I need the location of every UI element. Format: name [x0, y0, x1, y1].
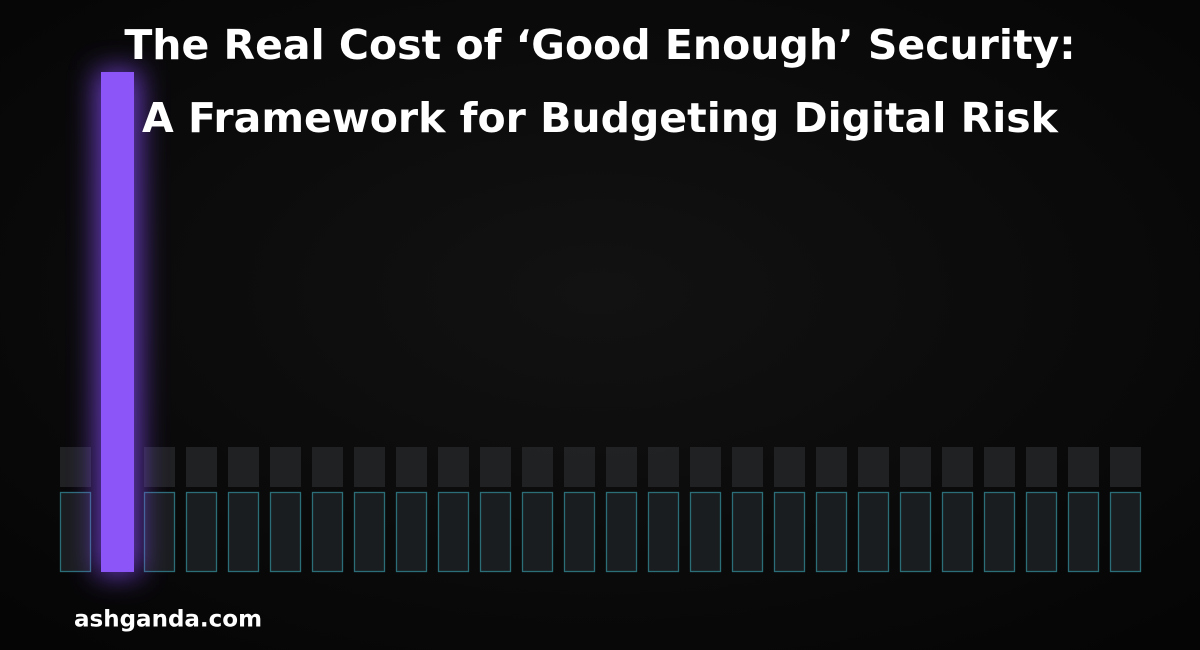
column-cap: [60, 447, 91, 487]
column-cap: [1110, 447, 1141, 487]
column-cell: [227, 491, 260, 573]
column-cell: [605, 491, 638, 573]
column-cell: [563, 491, 596, 573]
column-cap: [942, 447, 973, 487]
highlight-bar: [101, 72, 134, 572]
column-cell: [353, 491, 386, 573]
column-cap: [480, 447, 511, 487]
column-cell: [731, 491, 764, 573]
column-cap: [354, 447, 385, 487]
column-cell: [143, 491, 176, 573]
column-cell: [269, 491, 302, 573]
site-name: ashganda.com: [74, 607, 262, 633]
column-cap: [396, 447, 427, 487]
column-cell: [689, 491, 722, 573]
column-cell: [437, 491, 470, 573]
column-cell: [815, 491, 848, 573]
column-cap: [648, 447, 679, 487]
column-cell: [1025, 491, 1058, 573]
column-cap: [228, 447, 259, 487]
column-cell: [521, 491, 554, 573]
column-cell: [1067, 491, 1100, 573]
column-cap: [186, 447, 217, 487]
column-cap: [522, 447, 553, 487]
column-cap: [984, 447, 1015, 487]
column-cap: [690, 447, 721, 487]
column-cell: [773, 491, 806, 573]
column-cap: [1026, 447, 1057, 487]
column-cell: [1109, 491, 1142, 573]
column-cap: [816, 447, 847, 487]
column-cap: [606, 447, 637, 487]
column-cap: [312, 447, 343, 487]
column-cap: [1068, 447, 1099, 487]
column-cell: [647, 491, 680, 573]
column-cap: [144, 447, 175, 487]
column-cell: [857, 491, 890, 573]
column-cell: [185, 491, 218, 573]
title-line: The Real Cost of ‘Good Enough’ Security:: [124, 21, 1075, 69]
column-cell: [59, 491, 92, 573]
column-cap: [564, 447, 595, 487]
column-cap: [270, 447, 301, 487]
column-cell: [311, 491, 344, 573]
title-line: A Framework for Budgeting Digital Risk: [142, 94, 1060, 142]
column-cap: [774, 447, 805, 487]
column-cell: [941, 491, 974, 573]
column-cap: [732, 447, 763, 487]
column-cap: [900, 447, 931, 487]
column-cell: [983, 491, 1016, 573]
column-decoration: [59, 447, 1142, 573]
column-cell: [395, 491, 428, 573]
column-cap: [438, 447, 469, 487]
column-cap: [858, 447, 889, 487]
column-cell: [899, 491, 932, 573]
column-cell: [479, 491, 512, 573]
